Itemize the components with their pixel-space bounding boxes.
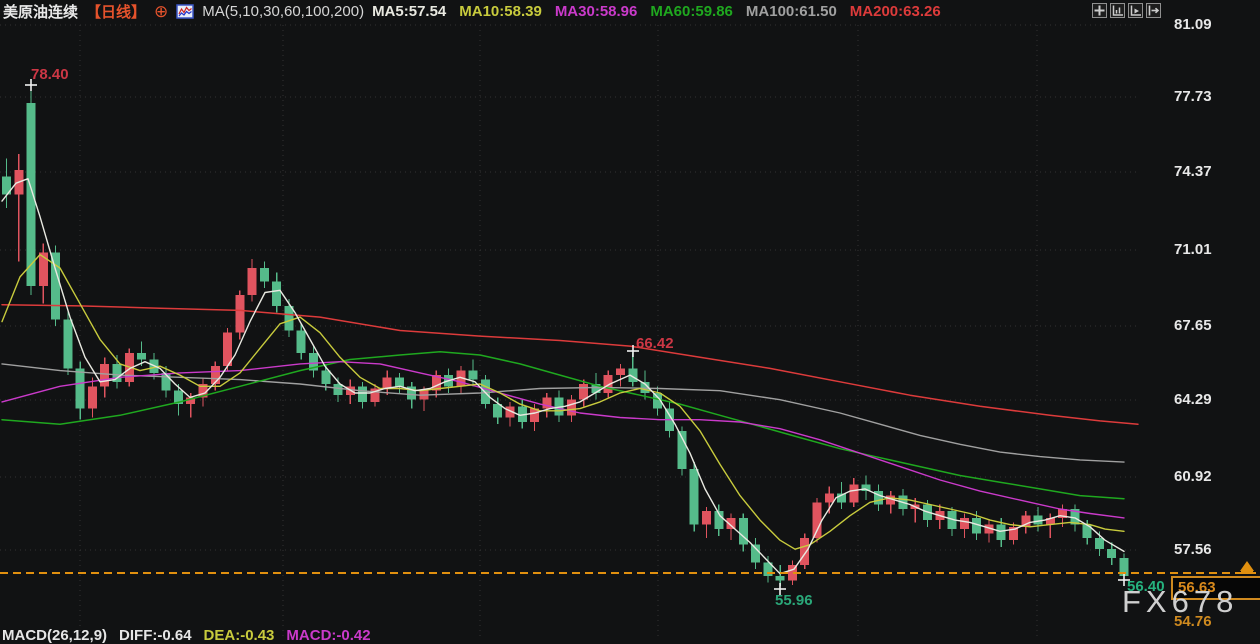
price-arrow-marker [1240, 561, 1254, 574]
ma-legend-value: MA100:61.50 [745, 3, 837, 20]
price-axis-label: 81.09 [1174, 16, 1212, 33]
ma60-line [1, 350, 1125, 500]
current-price-box: 56.63 [1171, 576, 1260, 600]
crosshair-toggle-icon[interactable]: ⊕ [154, 2, 169, 21]
price-axis-label: 74.37 [1174, 163, 1212, 180]
price-axis-label: 67.65 [1174, 317, 1212, 334]
price-axis-label: 77.73 [1174, 88, 1212, 105]
pan-crosshair-icon[interactable] [1092, 3, 1107, 18]
scale-x-axis-icon[interactable] [1128, 3, 1143, 18]
horizontal-gridlines [0, 24, 1137, 551]
ma-settings-label: MA(5,10,30,60,100,200) [202, 3, 365, 20]
chart-type-icon[interactable] [176, 4, 195, 19]
ma10-line [1, 253, 1125, 550]
macd-indicator-row: MACD(26,12,9) DIFF:-0.64 DEA:-0.43 MACD:… [2, 627, 371, 644]
ma5-line [1, 177, 1125, 575]
period-high-annotation: 78.40 [31, 66, 69, 83]
ma-legend-value: MA200:63.26 [849, 3, 941, 20]
macd-settings-label: MACD(26,12,9) [2, 627, 108, 644]
ma200-line [1, 304, 1139, 425]
price-axis-label: 60.92 [1174, 468, 1212, 485]
vertical-gridlines [79, 25, 1038, 637]
price-axis-label: 64.29 [1174, 391, 1212, 408]
ma-legend-value: MA60:59.86 [650, 3, 733, 20]
chart-toolbar [1092, 3, 1161, 18]
ma-legend-value: MA30:58.96 [554, 3, 638, 20]
last-price-label: 56.40 [1127, 578, 1165, 595]
macd-macd-value: MACD:-0.42 [286, 627, 371, 644]
ma-legend: MA5:57.54 MA10:58.39 MA30:58.96 MA60:59.86 M… [372, 3, 941, 20]
scale-y-axis-icon[interactable] [1110, 3, 1125, 18]
ma100-line [1, 363, 1125, 463]
price-axis-bottom-label: 54.76 [1174, 613, 1212, 630]
ma30-line [1, 361, 1125, 519]
macd-diff-value: DIFF:-0.64 [119, 627, 192, 644]
period-low-annotation: 55.96 [775, 592, 813, 609]
swing-high-annotation: 66.42 [636, 335, 674, 352]
macd-dea-value: DEA:-0.43 [203, 627, 275, 644]
period-label[interactable]: 【日线】 [86, 4, 147, 21]
watermark-logo: FX678 [1122, 584, 1239, 619]
ma-legend-value: MA5:57.54 [372, 3, 447, 20]
extreme-cross-markers [25, 79, 1130, 595]
price-axis-label: 71.01 [1174, 241, 1212, 258]
chart-header: 美原油连续 【日线】 ⊕ MA(5,10,30,60,100,200) MA5:… [3, 0, 941, 23]
price-axis-label: 57.56 [1174, 541, 1212, 558]
exit-fullscreen-icon[interactable] [1146, 3, 1161, 18]
symbol-name: 美原油连续 [3, 4, 79, 21]
ma-legend-value: MA10:58.39 [459, 3, 542, 20]
